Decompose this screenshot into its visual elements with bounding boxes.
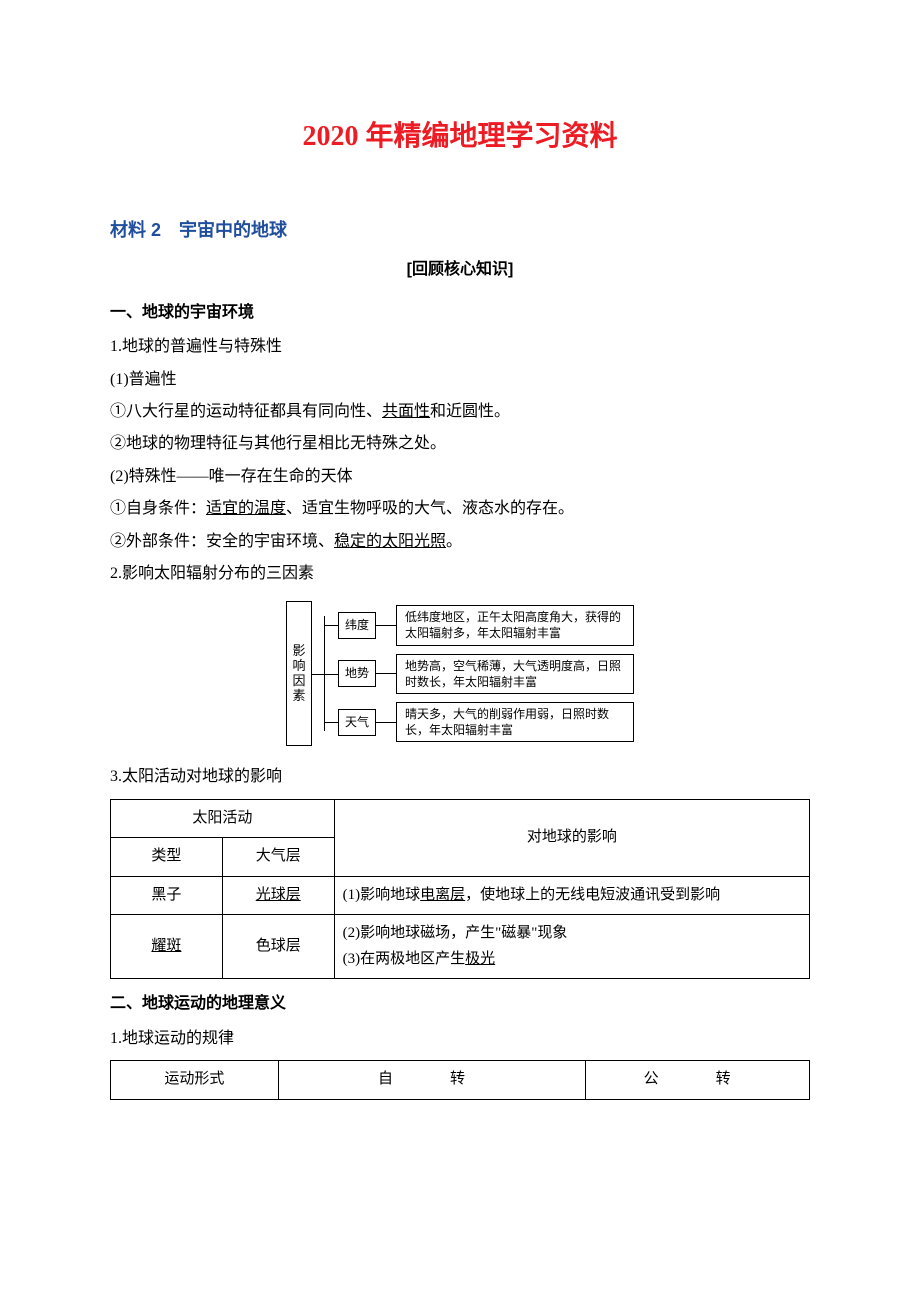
table-cell: 光球层	[222, 876, 334, 915]
table-row: 黑子 光球层 (1)影响地球电离层，使地球上的无线电短波通讯受到影响	[111, 876, 810, 915]
table-cell: 黑子	[111, 876, 223, 915]
branch-connector	[376, 722, 396, 723]
diagram-root: 影响因素	[286, 601, 312, 746]
diagram-branch: 天气 晴天多，大气的削弱作用弱，日照时数长，年太阳辐射丰富	[324, 702, 634, 742]
branch-label: 纬度	[338, 612, 376, 639]
underline-text: 共面性	[382, 403, 430, 420]
table-cell: 耀斑	[111, 915, 223, 979]
section-2-heading: 二、地球运动的地理意义	[110, 989, 810, 1019]
diagram-branch: 纬度 低纬度地区，正午太阳高度角大，获得的太阳辐射多，年太阳辐射丰富	[324, 605, 634, 645]
text: 。	[446, 533, 462, 550]
diagram-branches: 纬度 低纬度地区，正午太阳高度角大，获得的太阳辐射多，年太阳辐射丰富 地势 地势…	[312, 601, 634, 746]
underline-text: 极光	[465, 951, 495, 967]
branch-connector	[376, 673, 396, 674]
text: 、适宜生物呼吸的大气、液态水的存在。	[286, 500, 574, 517]
point-1-2: (2)特殊性——唯一存在生命的天体	[110, 462, 810, 492]
table-header-effect: 对地球的影响	[334, 799, 809, 876]
text-line: (3)在两极地区产生极光	[343, 947, 801, 973]
text: 自 转	[378, 1071, 486, 1087]
branch-label: 天气	[338, 709, 376, 736]
point-1-2a: ①自身条件：适宜的温度、适宜生物呼吸的大气、液态水的存在。	[110, 494, 810, 524]
point-1-2b: ②外部条件：安全的宇宙环境、稳定的太阳光照。	[110, 527, 810, 557]
text: ①自身条件：	[110, 500, 206, 517]
page-title: 2020 年精编地理学习资料	[110, 110, 810, 163]
table-cell: 运动形式	[111, 1061, 279, 1100]
underline-text: 耀斑	[151, 938, 181, 954]
diagram-branch: 地势 地势高，空气稀薄，大气透明度高，日照时数长，年太阳辐射丰富	[324, 654, 634, 694]
point-1-1: (1)普遍性	[110, 365, 810, 395]
table-row: 太阳活动 对地球的影响	[111, 799, 810, 838]
branch-desc: 低纬度地区，正午太阳高度角大，获得的太阳辐射多，年太阳辐射丰富	[396, 605, 634, 645]
factors-diagram: 影响因素 纬度 低纬度地区，正午太阳高度角大，获得的太阳辐射多，年太阳辐射丰富 …	[110, 601, 810, 746]
underline-text: 稳定的太阳光照	[334, 533, 446, 550]
branch-desc: 地势高，空气稀薄，大气透明度高，日照时数长，年太阳辐射丰富	[396, 654, 634, 694]
text: (2)影响地球磁场，产生"磁暴"现象	[343, 921, 801, 947]
underline-text: 适宜的温度	[206, 500, 286, 517]
point-3-heading: 3.太阳活动对地球的影响	[110, 762, 810, 792]
table-header-activity: 太阳活动	[111, 799, 335, 838]
point-1-1a: ①八大行星的运动特征都具有同向性、共面性和近圆性。	[110, 397, 810, 427]
subheading-center: [回顾核心知识]	[110, 255, 810, 285]
text: 和近圆性。	[430, 403, 510, 420]
table-header-layer: 大气层	[222, 838, 334, 877]
table-row: 耀斑 色球层 (2)影响地球磁场，产生"磁暴"现象 (3)在两极地区产生极光	[111, 915, 810, 979]
solar-activity-table: 太阳活动 对地球的影响 类型 大气层 黑子 光球层 (1)影响地球电离层，使地球…	[110, 799, 810, 980]
table-cell: 自 转	[278, 1061, 586, 1100]
section-1-heading: 一、地球的宇宙环境	[110, 298, 810, 328]
text: ②外部条件：安全的宇宙环境、	[110, 533, 334, 550]
underline-text: 光球层	[256, 887, 301, 903]
branch-connector	[376, 625, 396, 626]
diagram-inner: 影响因素 纬度 低纬度地区，正午太阳高度角大，获得的太阳辐射多，年太阳辐射丰富 …	[286, 601, 634, 746]
text: ①八大行星的运动特征都具有同向性、	[110, 403, 382, 420]
earth-motion-table: 运动形式 自 转 公 转	[110, 1060, 810, 1100]
table-cell: 色球层	[222, 915, 334, 979]
table-cell: 公 转	[586, 1061, 810, 1100]
text: (3)在两极地区产生	[343, 951, 466, 967]
text: (1)影响地球	[343, 887, 421, 903]
point-1-1b: ②地球的物理特征与其他行星相比无特殊之处。	[110, 429, 810, 459]
table-cell: (2)影响地球磁场，产生"磁暴"现象 (3)在两极地区产生极光	[334, 915, 809, 979]
branch-desc: 晴天多，大气的削弱作用弱，日照时数长，年太阳辐射丰富	[396, 702, 634, 742]
document-page: 2020 年精编地理学习资料 材料 2 宇宙中的地球 [回顾核心知识] 一、地球…	[0, 0, 920, 1150]
table-header-type: 类型	[111, 838, 223, 877]
point-2-1-heading: 1.地球运动的规律	[110, 1024, 810, 1054]
text: 公 转	[644, 1071, 752, 1087]
branch-label: 地势	[338, 660, 376, 687]
diagram-root-label: 影响因素	[289, 644, 309, 704]
table-cell: (1)影响地球电离层，使地球上的无线电短波通讯受到影响	[334, 876, 809, 915]
underline-text: 电离层	[420, 887, 465, 903]
point-2-heading: 2.影响太阳辐射分布的三因素	[110, 559, 810, 589]
point-1-heading: 1.地球的普遍性与特殊性	[110, 332, 810, 362]
material-heading: 材料 2 宇宙中的地球	[110, 213, 810, 247]
table-row: 运动形式 自 转 公 转	[111, 1061, 810, 1100]
text: ，使地球上的无线电短波通讯受到影响	[465, 887, 720, 903]
